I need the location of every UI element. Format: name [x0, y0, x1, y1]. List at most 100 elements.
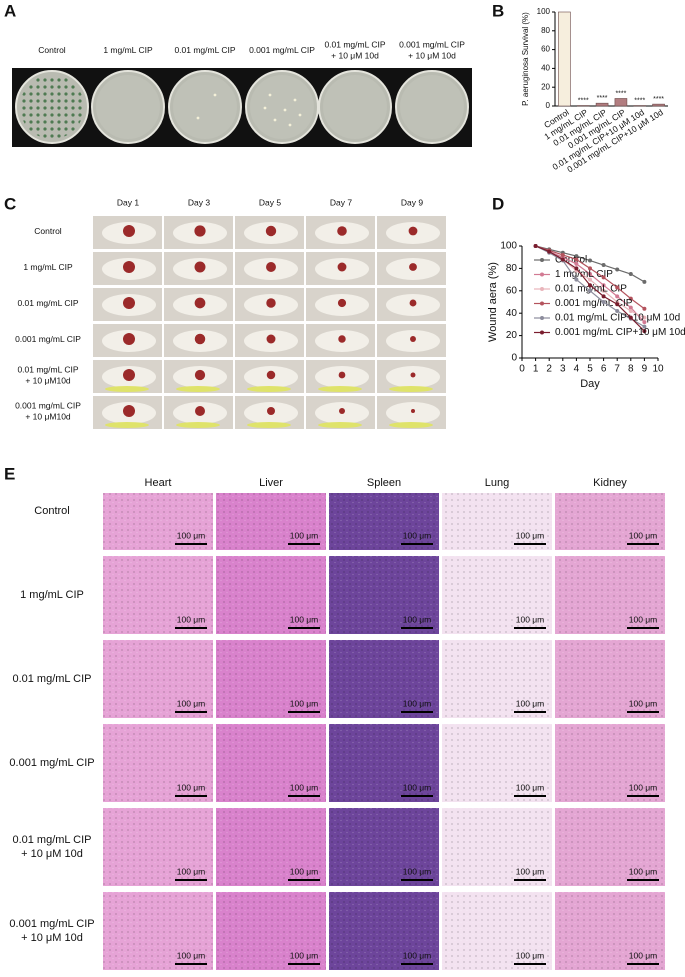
row-label-line: 0.01 mg/mL CIP [12, 834, 91, 846]
plate-inner [400, 75, 464, 139]
scale-bar-label: 100 μm [629, 698, 658, 708]
y-tick-label: 100 [537, 7, 551, 16]
plate-inner [323, 75, 387, 139]
x-tick-label: 1 [533, 364, 539, 375]
row-label: 0.001 mg/mL CIP + 10 μM10d [15, 401, 81, 422]
scale-bar-label: 100 μm [403, 782, 432, 792]
x-tick-label: 7 [614, 364, 620, 375]
histology-texture [329, 892, 439, 970]
histology-texture [442, 493, 552, 550]
scale-bar-label: 100 μm [516, 950, 545, 960]
histology-texture [442, 808, 552, 886]
y-tick-label: 100 [500, 241, 517, 252]
histology-texture [329, 808, 439, 886]
histology-texture [555, 493, 665, 550]
row-label: Control [34, 505, 69, 517]
y-tick-label: 40 [506, 308, 518, 319]
histology-texture [216, 724, 326, 802]
significance-label: **** [653, 96, 664, 103]
wound [408, 226, 418, 236]
histology-texture [103, 493, 213, 550]
y-tick-label: 80 [541, 26, 550, 35]
histology-texture [329, 640, 439, 718]
wound [194, 225, 206, 237]
legend-marker [540, 316, 544, 320]
wound [123, 369, 135, 381]
point [642, 315, 647, 320]
row-label-line: 1 mg/mL CIP [20, 589, 84, 601]
colony [293, 98, 297, 102]
colony [288, 123, 292, 127]
point [642, 324, 647, 329]
scale-bar-label: 100 μm [629, 950, 658, 960]
column-header: Kidney [593, 477, 627, 489]
panel-letter: E [4, 464, 15, 483]
point [533, 244, 538, 248]
wound [410, 336, 416, 342]
column-header: Day 7 [330, 197, 352, 207]
scale-bar-label: 100 μm [516, 530, 545, 540]
point [574, 257, 579, 262]
wound [410, 372, 416, 378]
column-header: Heart [145, 477, 172, 489]
column-header: 1 mg/mL CIP [103, 45, 153, 55]
y-tick-label: 20 [541, 82, 550, 91]
legend-label: 0.001 mg/mL CIP+10 μM 10d [555, 327, 685, 338]
colony [263, 106, 267, 110]
scale-bar-label: 100 μm [403, 530, 432, 540]
plate-inner [173, 75, 237, 139]
point [642, 329, 647, 334]
histology-texture [103, 640, 213, 718]
y-tick-label: 40 [541, 64, 550, 73]
histology-texture [103, 808, 213, 886]
histology-texture [442, 556, 552, 634]
column-header-line: 0.001 mg/mL CIP [249, 45, 315, 55]
histology-texture [555, 724, 665, 802]
colony [213, 93, 217, 97]
point [601, 300, 606, 304]
x-tick-label: 2 [546, 364, 552, 375]
wound [265, 225, 277, 237]
scale-bar-label: 100 μm [177, 866, 206, 876]
colony [283, 108, 287, 112]
x-tick-label: 8 [628, 364, 634, 375]
point [628, 296, 633, 301]
row-label-line: 0.01 mg/mL CIP [17, 298, 78, 308]
row-label-line: + 10 μM10d [25, 376, 71, 386]
point [615, 285, 620, 290]
row-label-line: 0.001 mg/mL CIP [9, 757, 94, 769]
scale-bar-label: 100 μm [290, 698, 319, 708]
panel-letter: C [4, 194, 16, 213]
scale-bar-label: 100 μm [290, 950, 319, 960]
bar [595, 102, 609, 107]
x-axis-title: Day [580, 378, 600, 390]
bar [652, 103, 665, 107]
wound [266, 334, 276, 344]
scale-bar-label: 100 μm [177, 950, 206, 960]
column-header-line: 1 mg/mL CIP [103, 45, 153, 55]
histology-texture [442, 724, 552, 802]
histology-texture [329, 724, 439, 802]
point [642, 306, 647, 311]
row-label: 0.001 mg/mL CIP [15, 334, 81, 344]
legend-marker [540, 272, 544, 277]
x-tick-label: 0 [519, 364, 525, 375]
wound [411, 409, 415, 413]
bedding [105, 422, 149, 428]
y-tick-label: 0 [511, 353, 517, 364]
column-header: Control [38, 45, 66, 55]
histology-texture [216, 892, 326, 970]
legend-label: Control [555, 255, 587, 266]
histology-texture [216, 640, 326, 718]
scale-bar-label: 100 μm [177, 614, 206, 624]
point [547, 249, 552, 254]
legend-label: 0.01 mg/mL CIP+10 μM 10d [555, 313, 680, 324]
row-label-line: 0.001 mg/mL CIP [15, 334, 81, 344]
scale-bar-label: 100 μm [290, 530, 319, 540]
scale-bar-label: 100 μm [403, 614, 432, 624]
point [642, 279, 647, 284]
wound [194, 369, 206, 381]
wound [338, 335, 346, 343]
column-header: Spleen [367, 477, 401, 489]
wound [194, 261, 206, 273]
